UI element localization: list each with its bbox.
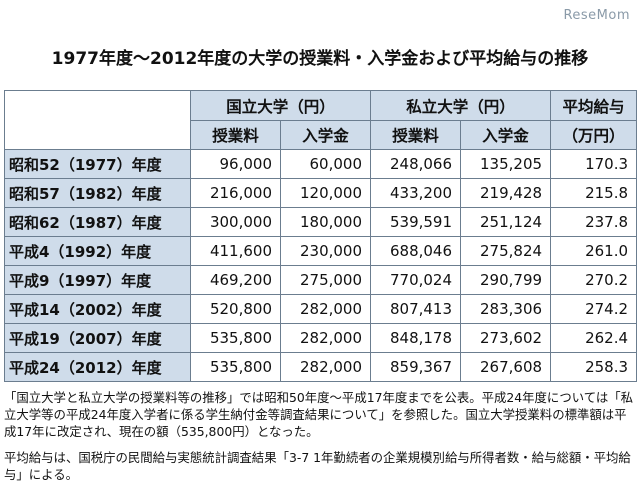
cell-private-admission: 275,824	[460, 236, 552, 266]
table-row: 昭和57（1982）年度 216,000 120,000 433,200 219,428…	[4, 178, 638, 208]
cell-national-tuition: 535,800	[190, 352, 281, 382]
cell-private-tuition: 848,178	[370, 323, 462, 353]
cell-private-tuition: 770,024	[370, 265, 462, 295]
chart-title: 1977年度〜2012年度の大学の授業料・入学金および平均給与の推移	[51, 49, 589, 69]
footnote-salary: 平均給与は、国税庁の民間給与実態統計調査結果「3-7 1年勤続者の企業規模別給与…	[4, 450, 631, 482]
cell-avg-salary: 270.2	[550, 265, 638, 295]
cell-national-admission: 275,000	[279, 265, 372, 295]
row-label: 平成14（2002）年度	[4, 294, 191, 324]
table-row: 平成9（1997）年度 469,200 275,000 770,024 290,799 2…	[4, 265, 638, 295]
cell-private-admission: 219,428	[460, 178, 552, 208]
row-label: 平成9（1997）年度	[4, 265, 191, 295]
header-salary: 平均給与	[550, 90, 638, 121]
row-label: 平成4（1992）年度	[4, 236, 191, 266]
cell-avg-salary: 237.8	[550, 207, 638, 237]
cell-avg-salary: 262.4	[550, 323, 638, 353]
table-row: 昭和62（1987）年度 300,000 180,000 539,591 251,124…	[4, 207, 638, 237]
cell-national-tuition: 411,600	[190, 236, 281, 266]
cell-avg-salary: 258.3	[550, 352, 638, 382]
cell-national-tuition: 216,000	[190, 178, 281, 208]
cell-avg-salary: 170.3	[550, 149, 638, 179]
header-private: 私立大学（円）	[370, 90, 552, 121]
cell-private-tuition: 688,046	[370, 236, 462, 266]
cell-private-tuition: 248,066	[370, 149, 462, 179]
table-body: 昭和52（1977）年度 96,000 60,000 248,066 135,205 17…	[4, 149, 638, 382]
cell-national-tuition: 469,200	[190, 265, 281, 295]
table-row: 平成4（1992）年度 411,600 230,000 688,046 275,824 2…	[4, 236, 638, 266]
cell-national-tuition: 535,800	[190, 323, 281, 353]
cell-national-admission: 230,000	[279, 236, 372, 266]
table-row: 平成24（2012）年度 535,800 282,000 859,367 267,608…	[4, 352, 638, 382]
cell-avg-salary: 215.8	[550, 178, 638, 208]
row-label: 平成19（2007）年度	[4, 323, 191, 353]
resemom-logo: ReseMom	[563, 8, 630, 23]
table-row: 昭和52（1977）年度 96,000 60,000 248,066 135,205 17…	[4, 149, 638, 179]
cell-national-tuition: 300,000	[190, 207, 281, 237]
header-national-admission: 入学金	[279, 120, 372, 150]
footnote-source: 「国立大学と私立大学の授業料等の推移」では昭和50年度〜平成17年度までを公表。…	[4, 390, 634, 439]
corner-cell	[4, 90, 191, 150]
cell-avg-salary: 274.2	[550, 294, 638, 324]
cell-private-admission: 267,608	[460, 352, 552, 382]
cell-national-admission: 120,000	[279, 178, 372, 208]
row-label: 昭和57（1982）年度	[4, 178, 191, 208]
cell-private-tuition: 807,413	[370, 294, 462, 324]
table-row: 平成14（2002）年度 520,800 282,000 807,413 283,306…	[4, 294, 638, 324]
cell-national-admission: 282,000	[279, 352, 372, 382]
cell-avg-salary: 261.0	[550, 236, 638, 266]
cell-private-admission: 135,205	[460, 149, 552, 179]
header-national-tuition: 授業料	[190, 120, 281, 150]
row-label: 昭和62（1987）年度	[4, 207, 191, 237]
row-label: 昭和52（1977）年度	[4, 149, 191, 179]
cell-private-tuition: 539,591	[370, 207, 462, 237]
cell-private-tuition: 433,200	[370, 178, 462, 208]
cell-national-tuition: 96,000	[190, 149, 281, 179]
header-private-admission: 入学金	[460, 120, 552, 150]
cell-private-tuition: 859,367	[370, 352, 462, 382]
cell-national-admission: 282,000	[279, 294, 372, 324]
data-table: 国立大学（円） 私立大学（円） 平均給与 授業料 入学金 授業料 入学金 （万円…	[4, 90, 638, 382]
header-private-tuition: 授業料	[370, 120, 462, 150]
cell-national-tuition: 520,800	[190, 294, 281, 324]
cell-national-admission: 180,000	[279, 207, 372, 237]
cell-private-admission: 273,602	[460, 323, 552, 353]
row-label: 平成24（2012）年度	[4, 352, 191, 382]
cell-private-admission: 290,799	[460, 265, 552, 295]
header-national: 国立大学（円）	[189, 90, 372, 121]
cell-national-admission: 282,000	[279, 323, 372, 353]
cell-private-admission: 283,306	[460, 294, 552, 324]
cell-national-admission: 60,000	[279, 149, 372, 179]
table-row: 平成19（2007）年度 535,800 282,000 848,178 273,602…	[4, 323, 638, 353]
cell-private-admission: 251,124	[460, 207, 552, 237]
header-salary-unit: （万円）	[550, 120, 638, 150]
